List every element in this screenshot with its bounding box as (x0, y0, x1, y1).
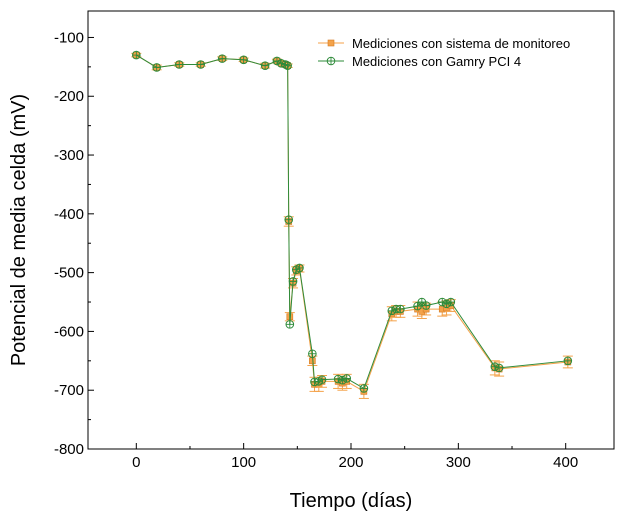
y-tick-label: -700 (54, 382, 84, 399)
data-point (132, 50, 141, 60)
series-0 (131, 51, 573, 399)
data-point (152, 63, 162, 72)
plot-frame (87, 10, 615, 450)
data-point (308, 349, 317, 359)
data-point (317, 375, 327, 384)
data-point (285, 320, 295, 329)
x-axis-title: Tiempo (días) (290, 490, 413, 512)
legend-swatch-monitoreo (318, 39, 344, 47)
x-tick-label: 0 (132, 454, 140, 471)
data-point (295, 263, 304, 273)
data-point (359, 384, 369, 393)
legend: Mediciones con sistema de monitoreo Medi… (318, 36, 570, 69)
legend-item-gamry: Mediciones con Gamry PCI 4 (318, 54, 521, 69)
plot-area (87, 10, 615, 450)
data-point (437, 297, 447, 307)
y-tick-label: -100 (54, 29, 84, 46)
x-ticks: 0 100 200 300 400 (132, 443, 578, 471)
data-point (174, 60, 184, 69)
series-line (136, 54, 568, 390)
data-point (387, 306, 397, 316)
data-point (442, 299, 451, 309)
legend-marker (326, 56, 336, 66)
data-point (413, 301, 422, 311)
y-axis-title: Potencial de media celda (mV) (8, 94, 30, 366)
axes: 0 100 200 300 400 -100 -200 -300 -400 -500 -600 -7… (54, 29, 578, 471)
x-tick-label: 100 (231, 454, 256, 471)
y-tick-label: -400 (54, 206, 84, 223)
y-tick-label: -500 (54, 265, 84, 282)
data-point (490, 362, 500, 371)
series-1 (132, 50, 573, 393)
data-point (283, 61, 292, 70)
data-point (310, 377, 319, 387)
x-tick-label: 400 (553, 454, 578, 471)
data-point (396, 304, 405, 314)
y-tick-label: -300 (54, 147, 84, 164)
legend-item-monitoreo: Mediciones con sistema de monitoreo (318, 36, 570, 51)
y-tick-label: -800 (54, 441, 84, 458)
data-point (446, 297, 456, 307)
data-point (288, 277, 298, 286)
data-point (333, 374, 343, 384)
legend-swatch-gamry (318, 56, 344, 66)
data-point (563, 356, 573, 366)
y-tick-label: -200 (54, 88, 84, 105)
series-line (136, 54, 568, 393)
x-tick-label: 300 (446, 454, 471, 471)
data-point (284, 215, 294, 225)
legend-label-gamry: Mediciones con Gamry PCI 4 (352, 54, 521, 69)
data-point (342, 374, 352, 383)
legend-marker (327, 39, 335, 47)
data-point (196, 60, 206, 69)
data-point (260, 61, 270, 70)
data-point (217, 54, 227, 63)
y-tick-label: -600 (54, 323, 84, 340)
series-layer (131, 50, 573, 399)
data-point (239, 55, 248, 65)
x-tick-label: 200 (338, 454, 363, 471)
data-point (421, 301, 431, 310)
data-point (494, 363, 504, 373)
y-ticks: -100 -200 -300 -400 -500 -600 -700 -800 (54, 29, 94, 458)
legend-label-monitoreo: Mediciones con sistema de monitoreo (352, 36, 570, 51)
data-point (338, 375, 347, 385)
